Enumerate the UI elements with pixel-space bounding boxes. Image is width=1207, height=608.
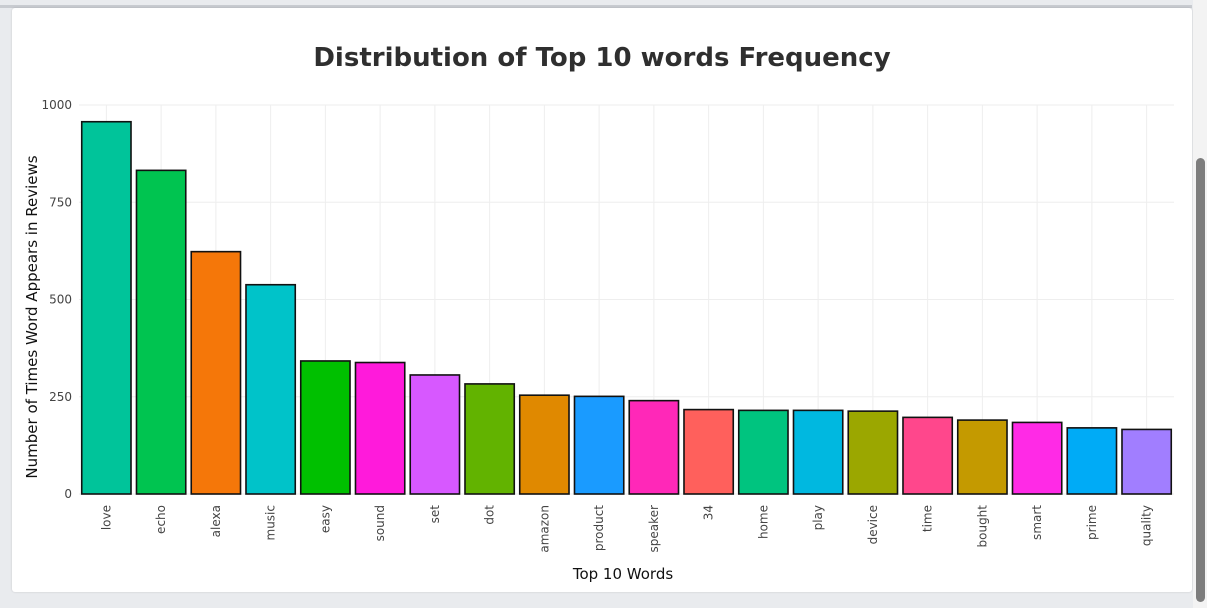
bar-play[interactable] [792, 409, 844, 495]
x-tick-label: sound [373, 505, 387, 541]
bar-amazon[interactable] [518, 394, 570, 495]
y-tick-label: 750 [49, 195, 72, 209]
bar-speaker[interactable] [628, 399, 680, 495]
bar-smart[interactable] [1011, 421, 1063, 495]
x-tick-label: 34 [702, 505, 716, 520]
x-tick-label: home [756, 505, 770, 539]
y-tick-label: 0 [64, 487, 72, 501]
bar-alexa[interactable] [190, 250, 242, 495]
bar-love[interactable] [80, 120, 132, 495]
x-tick-label: product [592, 505, 606, 551]
page-top-rule [0, 5, 1192, 8]
bar-bought[interactable] [956, 419, 1008, 495]
y-tick-label: 250 [49, 390, 72, 404]
bar-prime[interactable] [1066, 427, 1118, 495]
x-tick-label: love [99, 505, 113, 530]
bar-dot[interactable] [464, 383, 516, 495]
x-tick-label: prime [1085, 505, 1099, 540]
x-tick-label: time [921, 505, 935, 532]
y-tick-label: 500 [49, 293, 72, 307]
x-tick-label: easy [318, 505, 332, 533]
x-tick-label: smart [1030, 505, 1044, 540]
y-axis-ticks: 0 250 500 750 1000 [41, 98, 72, 501]
bar-product[interactable] [573, 395, 625, 495]
x-tick-label: dot [483, 505, 497, 525]
x-tick-label: device [866, 505, 880, 544]
bar-chart: 0 250 500 750 1000 love echo alexa music easy sou… [23, 43, 1174, 583]
x-tick-label: music [264, 505, 278, 540]
x-tick-label: amazon [537, 505, 551, 553]
bar-echo[interactable] [135, 169, 187, 495]
bar-34[interactable] [683, 408, 735, 495]
bar-music[interactable] [245, 283, 297, 495]
x-tick-label: set [428, 505, 442, 524]
x-tick-label: quality [1140, 505, 1154, 546]
bar-sound[interactable] [354, 361, 406, 495]
gridlines [79, 104, 1174, 495]
bar-easy[interactable] [299, 360, 351, 495]
x-tick-label: speaker [647, 505, 661, 553]
chart-card: 0 250 500 750 1000 love echo alexa music easy sou… [12, 8, 1192, 592]
bar-quality[interactable] [1121, 428, 1173, 495]
scrollbar-thumb[interactable] [1196, 158, 1205, 602]
bar-series [80, 120, 1173, 495]
bar-time[interactable] [902, 416, 954, 495]
y-axis-title: Number of Times Word Appears in Reviews [23, 155, 41, 478]
x-tick-label: alexa [209, 505, 223, 537]
y-tick-label: 1000 [41, 98, 72, 112]
x-axis-ticks: love echo alexa music easy sound set dot amazon p… [99, 505, 1153, 553]
bar-set[interactable] [409, 374, 461, 495]
x-tick-label: bought [975, 505, 989, 548]
bar-home[interactable] [737, 409, 789, 495]
x-axis-title: Top 10 Words [572, 565, 673, 583]
x-tick-label: echo [154, 505, 168, 534]
x-tick-label: play [811, 505, 825, 530]
bar-device[interactable] [847, 410, 899, 495]
chart-title: Distribution of Top 10 words Frequency [313, 43, 890, 73]
